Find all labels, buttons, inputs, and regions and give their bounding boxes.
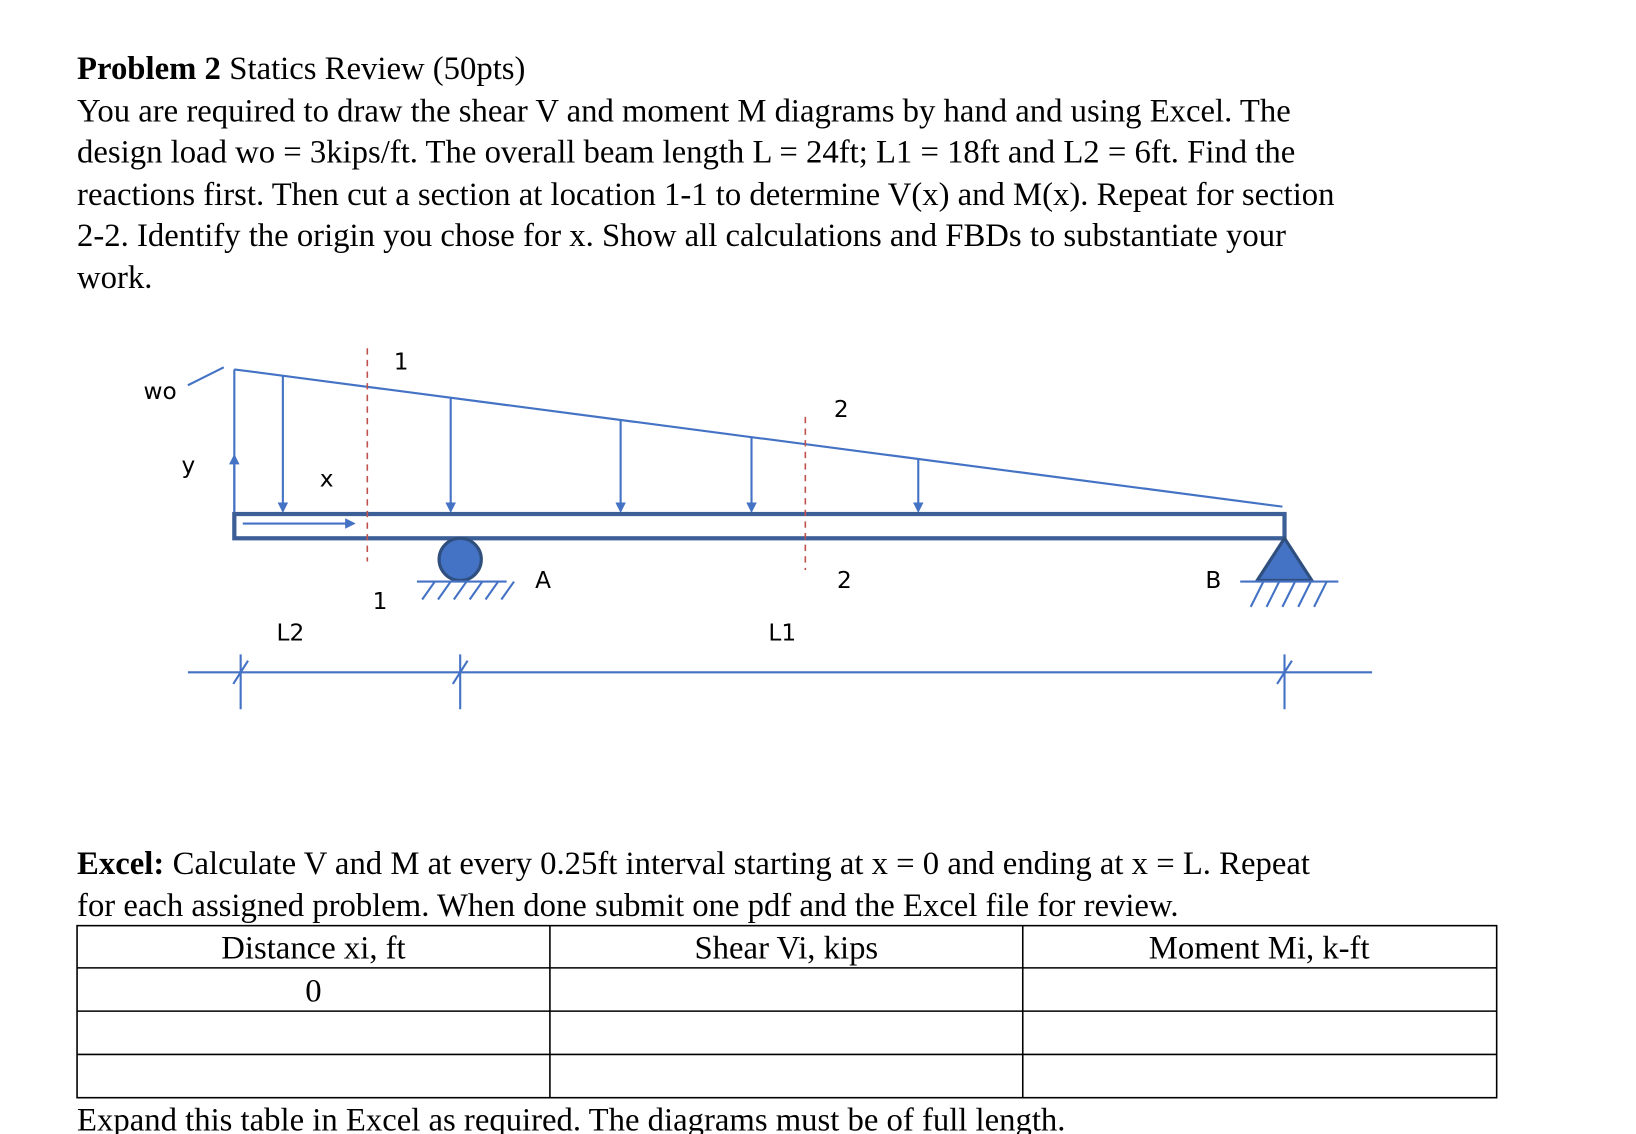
problem-heading-line: Problem 2 Statics Review (50pts) bbox=[77, 51, 525, 87]
load-label: wo bbox=[144, 378, 177, 405]
beam-diagram: wo y x 1 1 2 2 A B L2 L1 bbox=[144, 348, 1373, 710]
dimension-label: L2 bbox=[277, 620, 305, 647]
excel-text: for each assigned problem. When done sub… bbox=[77, 888, 1179, 924]
table-header: Shear Vi, kips bbox=[695, 930, 879, 966]
section-label: 2 bbox=[834, 396, 849, 423]
table-header: Moment Mi, k-ft bbox=[1149, 930, 1370, 966]
problem-text: design load wo = 3kips/ft. The overall b… bbox=[77, 135, 1295, 171]
problem-heading-rest: Statics Review (50pts) bbox=[229, 51, 525, 87]
excel-heading: Excel: bbox=[77, 846, 164, 882]
support-label: A bbox=[535, 567, 551, 594]
dimension-ticks bbox=[232, 654, 1293, 710]
footer-text: Expand this table in Excel as required. … bbox=[77, 1102, 1065, 1134]
load-line bbox=[234, 368, 1283, 508]
section-label: 2 bbox=[837, 567, 852, 594]
table: Distance xi, ft Shear Vi, kips Moment Mi… bbox=[76, 924, 1498, 1099]
axis-label: y bbox=[182, 452, 196, 479]
beam bbox=[232, 511, 1287, 541]
dimension-label: L1 bbox=[768, 620, 796, 647]
axis-label: x bbox=[320, 466, 334, 493]
support-label: B bbox=[1205, 567, 1221, 594]
load-arrows bbox=[277, 375, 924, 513]
excel-line: Excel: Calculate V and M at every 0.25ft … bbox=[77, 846, 1310, 882]
problem-text: You are required to draw the shear V and… bbox=[77, 93, 1291, 129]
load-leader bbox=[187, 366, 225, 387]
section-label: 1 bbox=[394, 348, 409, 375]
table-header: Distance xi, ft bbox=[221, 930, 405, 966]
table-grid bbox=[77, 925, 1497, 1098]
problem-text: 2-2. Identify the origin you chose for x… bbox=[77, 218, 1286, 254]
excel-text: Calculate V and M at every 0.25ft interv… bbox=[173, 846, 1310, 882]
problem-text: reactions first. Then cut a section at l… bbox=[77, 177, 1334, 213]
roller-support bbox=[437, 536, 483, 583]
problem-heading: Problem 2 bbox=[77, 51, 221, 87]
problem-text: work. bbox=[77, 260, 152, 296]
table-cell: 0 bbox=[305, 974, 321, 1010]
ground-hatch bbox=[1249, 581, 1328, 608]
ground-hatch bbox=[421, 580, 515, 601]
section-label: 1 bbox=[373, 588, 388, 615]
pin-support bbox=[1254, 535, 1315, 583]
